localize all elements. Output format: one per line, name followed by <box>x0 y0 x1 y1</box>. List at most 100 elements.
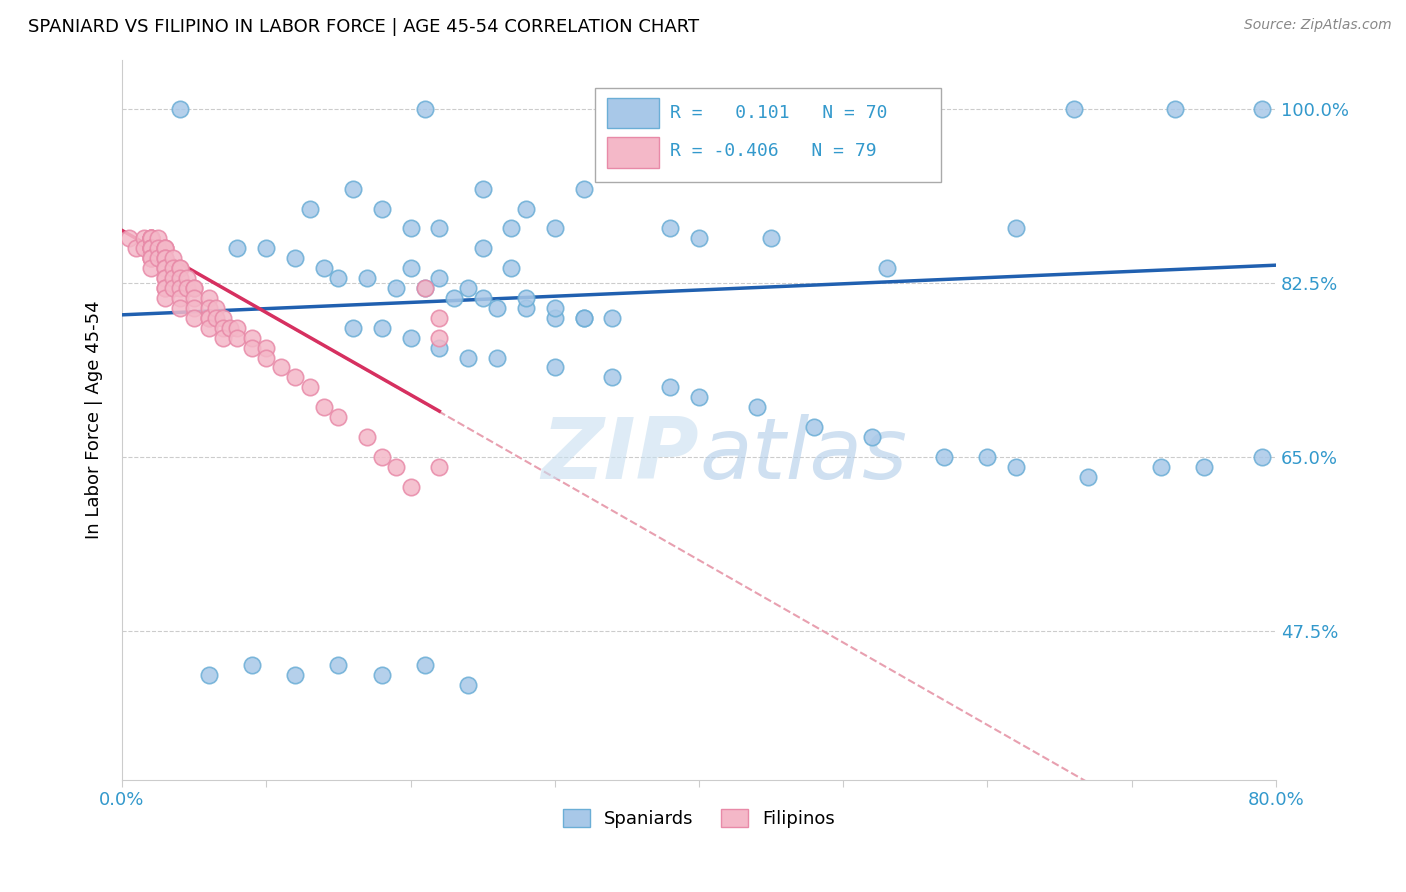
Point <box>139 251 162 265</box>
Point <box>139 231 162 245</box>
Point <box>486 351 509 365</box>
Point <box>413 281 436 295</box>
Text: SPANIARD VS FILIPINO IN LABOR FORCE | AGE 45-54 CORRELATION CHART: SPANIARD VS FILIPINO IN LABOR FORCE | AG… <box>28 18 699 36</box>
Point <box>413 102 436 116</box>
Point <box>427 221 450 235</box>
Y-axis label: In Labor Force | Age 45-54: In Labor Force | Age 45-54 <box>86 301 103 539</box>
Point <box>183 301 205 315</box>
Point <box>1192 459 1215 474</box>
Point <box>226 331 249 345</box>
Point <box>312 261 335 276</box>
Point <box>312 400 335 414</box>
Point <box>139 241 162 255</box>
Point <box>1005 459 1028 474</box>
Point <box>370 202 392 216</box>
Text: R = -0.406   N = 79: R = -0.406 N = 79 <box>671 143 877 161</box>
Point <box>298 380 321 394</box>
Point <box>544 221 567 235</box>
Point <box>254 351 277 365</box>
Point <box>132 241 155 255</box>
Point <box>745 400 768 414</box>
Point <box>139 231 162 245</box>
Point <box>146 241 169 255</box>
Point <box>183 281 205 295</box>
Point <box>659 221 682 235</box>
Point <box>155 271 177 285</box>
Point <box>1005 221 1028 235</box>
Point <box>155 261 177 276</box>
Point <box>155 241 177 255</box>
Bar <box>607 137 658 168</box>
Point <box>370 320 392 334</box>
Point <box>1149 459 1171 474</box>
Point <box>860 430 883 444</box>
Point <box>169 261 191 276</box>
Point <box>139 241 162 255</box>
Point <box>169 102 191 116</box>
Point <box>169 261 191 276</box>
Point <box>427 341 450 355</box>
Point <box>399 331 422 345</box>
Point <box>155 261 177 276</box>
Point <box>155 271 177 285</box>
Point <box>125 241 148 255</box>
Point <box>183 291 205 305</box>
Point <box>413 281 436 295</box>
Point <box>197 310 219 325</box>
Text: R =   0.101   N = 70: R = 0.101 N = 70 <box>671 104 887 122</box>
Point <box>328 271 350 285</box>
Point <box>204 310 226 325</box>
Point <box>413 658 436 673</box>
Point <box>204 301 226 315</box>
Point <box>169 271 191 285</box>
Point <box>139 251 162 265</box>
Legend: Spaniards, Filipinos: Spaniards, Filipinos <box>555 802 842 836</box>
Point <box>356 271 378 285</box>
Point <box>443 291 465 305</box>
Point <box>544 360 567 375</box>
Point <box>501 261 523 276</box>
Point <box>976 450 998 464</box>
Point <box>427 331 450 345</box>
Point <box>385 281 408 295</box>
Point <box>139 261 162 276</box>
Point <box>501 221 523 235</box>
Point <box>688 231 710 245</box>
Point <box>240 331 263 345</box>
Point <box>659 380 682 394</box>
Point <box>688 390 710 404</box>
Point <box>155 251 177 265</box>
Point <box>399 261 422 276</box>
Point <box>602 370 624 384</box>
Point <box>183 310 205 325</box>
Point <box>328 410 350 425</box>
Point <box>471 241 494 255</box>
Point <box>602 310 624 325</box>
Point <box>162 251 184 265</box>
Point <box>162 281 184 295</box>
Point <box>759 231 782 245</box>
Point <box>457 678 479 692</box>
Point <box>139 241 162 255</box>
Point <box>139 231 162 245</box>
Point <box>197 310 219 325</box>
Point <box>270 360 292 375</box>
Point <box>176 271 198 285</box>
Point <box>169 301 191 315</box>
Point <box>471 182 494 196</box>
Point <box>155 241 177 255</box>
Point <box>176 281 198 295</box>
Point <box>356 430 378 444</box>
Point <box>197 668 219 682</box>
Point <box>219 320 242 334</box>
Point <box>1077 469 1099 483</box>
Point <box>298 202 321 216</box>
Point <box>155 291 177 305</box>
Point <box>162 261 184 276</box>
Point <box>427 310 450 325</box>
Point <box>169 281 191 295</box>
Point <box>515 202 537 216</box>
Point <box>146 251 169 265</box>
Point <box>240 658 263 673</box>
Point <box>544 301 567 315</box>
